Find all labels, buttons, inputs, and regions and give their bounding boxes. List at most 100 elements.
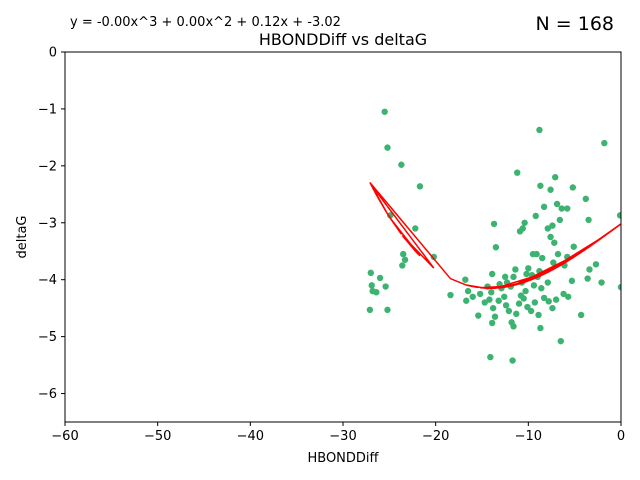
data-point [430,253,438,261]
data-point [584,275,591,282]
data-point [553,200,561,208]
y-tick-label: 0 [49,46,57,61]
data-point [495,297,502,304]
x-tick-label: 0 [617,429,625,444]
data-point [564,293,572,300]
data-point [569,184,577,191]
data-point [586,266,593,273]
data-point [412,225,419,232]
data-point [552,174,559,181]
data-point [560,290,567,298]
chart-title: HBONDDiff vs deltaG [259,30,427,49]
data-point [490,220,498,228]
data-point [488,289,495,296]
data-point [550,259,557,266]
data-point [552,296,560,303]
data-point [540,294,548,302]
data-point [399,262,406,269]
x-tick-label: −10 [515,429,542,444]
data-point [469,293,476,300]
y-tick-label: −1 [38,102,57,117]
data-point [510,273,517,281]
data-point [549,304,556,312]
data-point [530,282,538,289]
data-point [481,299,488,306]
data-point [373,289,380,296]
data-point [516,228,524,235]
data-point [537,182,544,189]
data-point [487,353,494,361]
data-point [544,279,551,286]
data-point [554,250,562,258]
y-tick-label: −5 [38,330,57,345]
data-point [488,319,496,327]
data-point [447,291,454,299]
data-point [384,144,391,151]
data-point [512,266,519,273]
data-point [464,287,472,295]
data-point [535,311,542,319]
data-point [398,161,405,168]
x-axis-label: HBONDDiff [307,451,379,466]
data-point [523,270,530,278]
data-point [492,244,500,251]
data-point [531,299,539,306]
data-point [401,256,409,263]
x-tick-label: −40 [237,429,264,444]
data-point [568,277,576,285]
data-point [582,195,589,203]
data-point [522,287,529,295]
data-point [570,243,577,250]
data-point [489,304,497,312]
data-point [382,283,389,290]
data-point [463,297,470,304]
x-tick-label: −60 [51,429,78,444]
data-point [536,126,543,134]
axes: −60 −50 −40 −30 −20 −10 0 0 −1 −2 −3 −4 −5 −6 [38,46,625,445]
data-point [527,307,535,315]
data-point [617,283,621,291]
y-tick-label: −6 [38,387,57,402]
y-tick-label: −4 [38,273,57,288]
data-point [592,261,600,268]
data-point [416,183,424,190]
data-point [501,293,508,300]
x-tick-label: −30 [329,429,356,444]
data-point [616,212,621,219]
data-point [577,311,585,319]
y-axis-label: deltaG [15,216,30,259]
data-point [513,310,520,318]
data-point [381,108,388,115]
data-point [598,279,605,286]
sample-count: N = 168 [536,13,614,35]
data-point [525,265,532,272]
data-point [537,324,544,332]
data-point [510,323,517,330]
data-point [491,313,499,320]
plot-area [366,108,621,364]
data-point [532,212,539,220]
data-point [475,312,482,319]
data-point [545,298,552,305]
data-point [509,357,516,364]
data-point [585,216,592,224]
data-point [462,276,469,283]
data-point [515,300,523,307]
data-point [521,219,528,226]
data-point [367,269,374,277]
data-point [601,139,608,147]
data-point [549,222,556,229]
data-point [400,250,407,258]
data-point [501,273,509,281]
fit-equation: y = -0.00x^3 + 0.00x^2 + 0.12x + -3.02 [70,15,341,30]
data-point [376,274,384,282]
data-point [488,270,496,278]
data-point [538,285,545,292]
data-point [514,169,521,176]
data-point [556,216,564,224]
data-point [539,254,546,262]
data-point [520,295,527,302]
data-point [366,306,374,314]
